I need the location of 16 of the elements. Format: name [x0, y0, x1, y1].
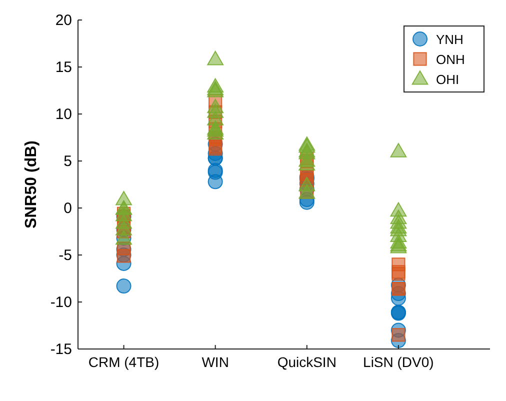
x-tick-label: QuickSIN [277, 354, 336, 370]
y-tick-label: 20 [55, 12, 72, 29]
y-tick-label: 15 [55, 59, 72, 76]
x-tick-label: LiSN (DV0) [363, 354, 434, 370]
y-axis-title: SNR50 (dB) [23, 140, 40, 229]
legend-label: YNH [436, 32, 464, 47]
y-tick-label: 5 [64, 153, 72, 170]
y-tick-label: -5 [58, 247, 72, 264]
legend-label: OHI [436, 72, 460, 87]
y-tick-label: -10 [50, 294, 72, 311]
legend-label: ONH [436, 52, 465, 67]
y-tick-label: 0 [64, 200, 72, 217]
y-tick-label: -15 [50, 341, 72, 358]
x-tick-label: WIN [202, 354, 229, 370]
y-tick-label: 10 [55, 106, 72, 123]
x-tick-label: CRM (4TB) [88, 354, 160, 370]
